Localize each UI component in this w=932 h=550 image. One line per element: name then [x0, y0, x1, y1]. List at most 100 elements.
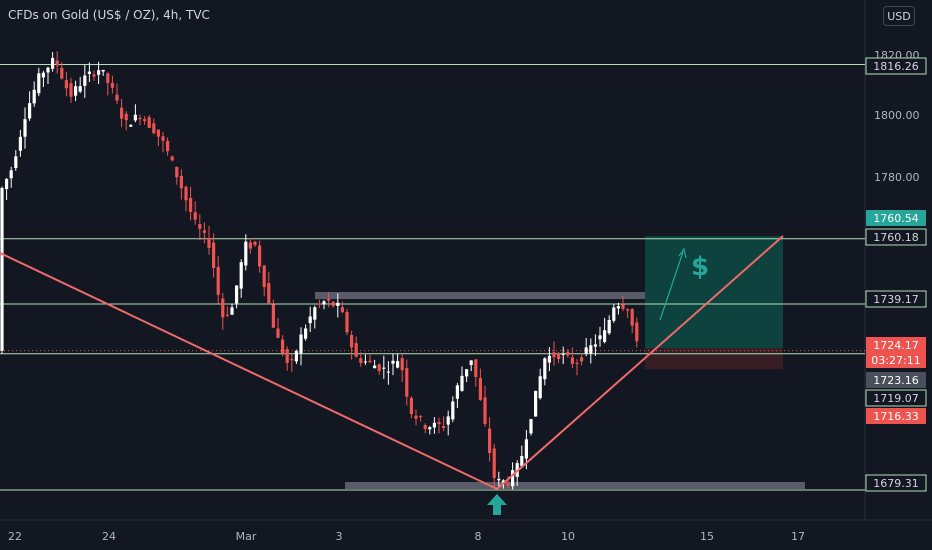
candle-body: [534, 390, 538, 417]
candle-body: [377, 364, 381, 372]
price-tag-bg: [865, 57, 927, 75]
candle-body: [248, 242, 252, 249]
candle-body: [580, 357, 584, 362]
x-axis-tick: 3: [336, 530, 343, 543]
candle-body: [308, 316, 312, 324]
candle-body: [432, 422, 436, 428]
candle-body: [202, 230, 206, 233]
candle-body: [340, 307, 344, 313]
stop-box: [645, 348, 783, 369]
candle-body: [74, 86, 78, 96]
candle-body: [520, 456, 524, 467]
x-axis-tick: 15: [700, 530, 714, 543]
candle-body: [317, 303, 321, 305]
candle-body: [78, 86, 82, 92]
price-tag-bg: [865, 474, 927, 492]
candle-body: [345, 311, 349, 333]
candle-body: [0, 187, 4, 351]
x-axis-tick: 10: [561, 530, 575, 543]
candle-body: [221, 298, 225, 318]
candle-body: [212, 242, 216, 268]
target-arrow-head: [678, 247, 687, 259]
candle-body: [271, 304, 275, 328]
price-tag-label: 1679.31: [873, 477, 919, 490]
candle-body: [529, 419, 533, 434]
resistance-zone: [315, 292, 645, 299]
candle-body: [373, 365, 377, 369]
candle-body: [455, 385, 459, 399]
candle-body: [258, 245, 262, 267]
price-tag-bg: [866, 337, 926, 353]
candle-body: [327, 299, 331, 301]
candle-body: [184, 186, 188, 201]
candle-body: [616, 306, 620, 309]
candle-body: [64, 80, 68, 89]
candle-body: [166, 140, 170, 152]
candle-body: [359, 358, 363, 363]
candle-body: [442, 426, 446, 429]
candle-body: [294, 350, 298, 362]
candle-body: [37, 73, 41, 94]
candle-body: [483, 397, 487, 424]
price-tag: 1739.17: [865, 290, 927, 308]
price-tag-label: 1716.33: [873, 410, 919, 423]
candle-body: [626, 309, 630, 311]
candle-body: [409, 397, 413, 414]
candle-body: [561, 353, 565, 355]
dollar-sign-icon: $: [691, 252, 709, 282]
candle-body: [589, 345, 593, 354]
candle-body: [336, 302, 340, 306]
candle-body: [207, 237, 211, 249]
candle-body: [51, 57, 55, 69]
candle-body: [198, 224, 202, 229]
candle-body: [156, 129, 160, 137]
candle-body: [607, 319, 611, 334]
candle-body: [143, 119, 147, 122]
candle-body: [28, 103, 32, 119]
candle-body: [400, 358, 404, 371]
candle-body: [313, 307, 317, 320]
candle-body: [598, 335, 602, 340]
descending-trendline: [0, 252, 498, 490]
candle-body: [253, 241, 257, 245]
candle-body: [363, 361, 367, 363]
candle-body: [488, 428, 492, 454]
price-tag-label: 1723.16: [873, 374, 919, 387]
candle-body: [543, 358, 547, 380]
y-axis-tick: 1780.00: [874, 171, 920, 184]
x-axis-tick: 8: [475, 530, 482, 543]
candle-body: [69, 83, 73, 97]
x-axis-tick: 22: [8, 530, 22, 543]
chart-title: CFDs on Gold (US$ / OZ), 4h, TVC: [8, 8, 210, 22]
candle-body: [193, 212, 197, 220]
currency-button[interactable]: USD: [883, 6, 915, 26]
candle-body: [41, 72, 45, 78]
candle-body: [87, 71, 91, 74]
candle-body: [630, 309, 634, 326]
candle-body: [368, 360, 372, 363]
candle-body: [110, 82, 114, 88]
price-tag: 1760.18: [865, 228, 927, 246]
candle-body: [405, 368, 409, 397]
candle-body: [18, 136, 22, 151]
price-tag-bg: [866, 352, 926, 368]
price-tag-bg: [866, 408, 926, 424]
price-tag-label: 1760.18: [873, 231, 919, 244]
candle-body: [451, 401, 455, 420]
candle-body: [230, 307, 234, 315]
price-tag-bg: [865, 290, 927, 308]
up-arrow-icon: [487, 494, 507, 515]
candle-body: [575, 362, 579, 364]
candle-body: [244, 241, 248, 266]
candle-body: [9, 170, 13, 179]
candle-body: [386, 371, 390, 373]
candle-body: [5, 178, 9, 190]
candle-body: [120, 107, 124, 119]
candle-body: [593, 344, 597, 347]
candle-body: [170, 156, 174, 161]
candle-body: [331, 301, 335, 306]
candle-body: [267, 283, 271, 304]
price-tag-label: 1760.54: [873, 212, 919, 225]
